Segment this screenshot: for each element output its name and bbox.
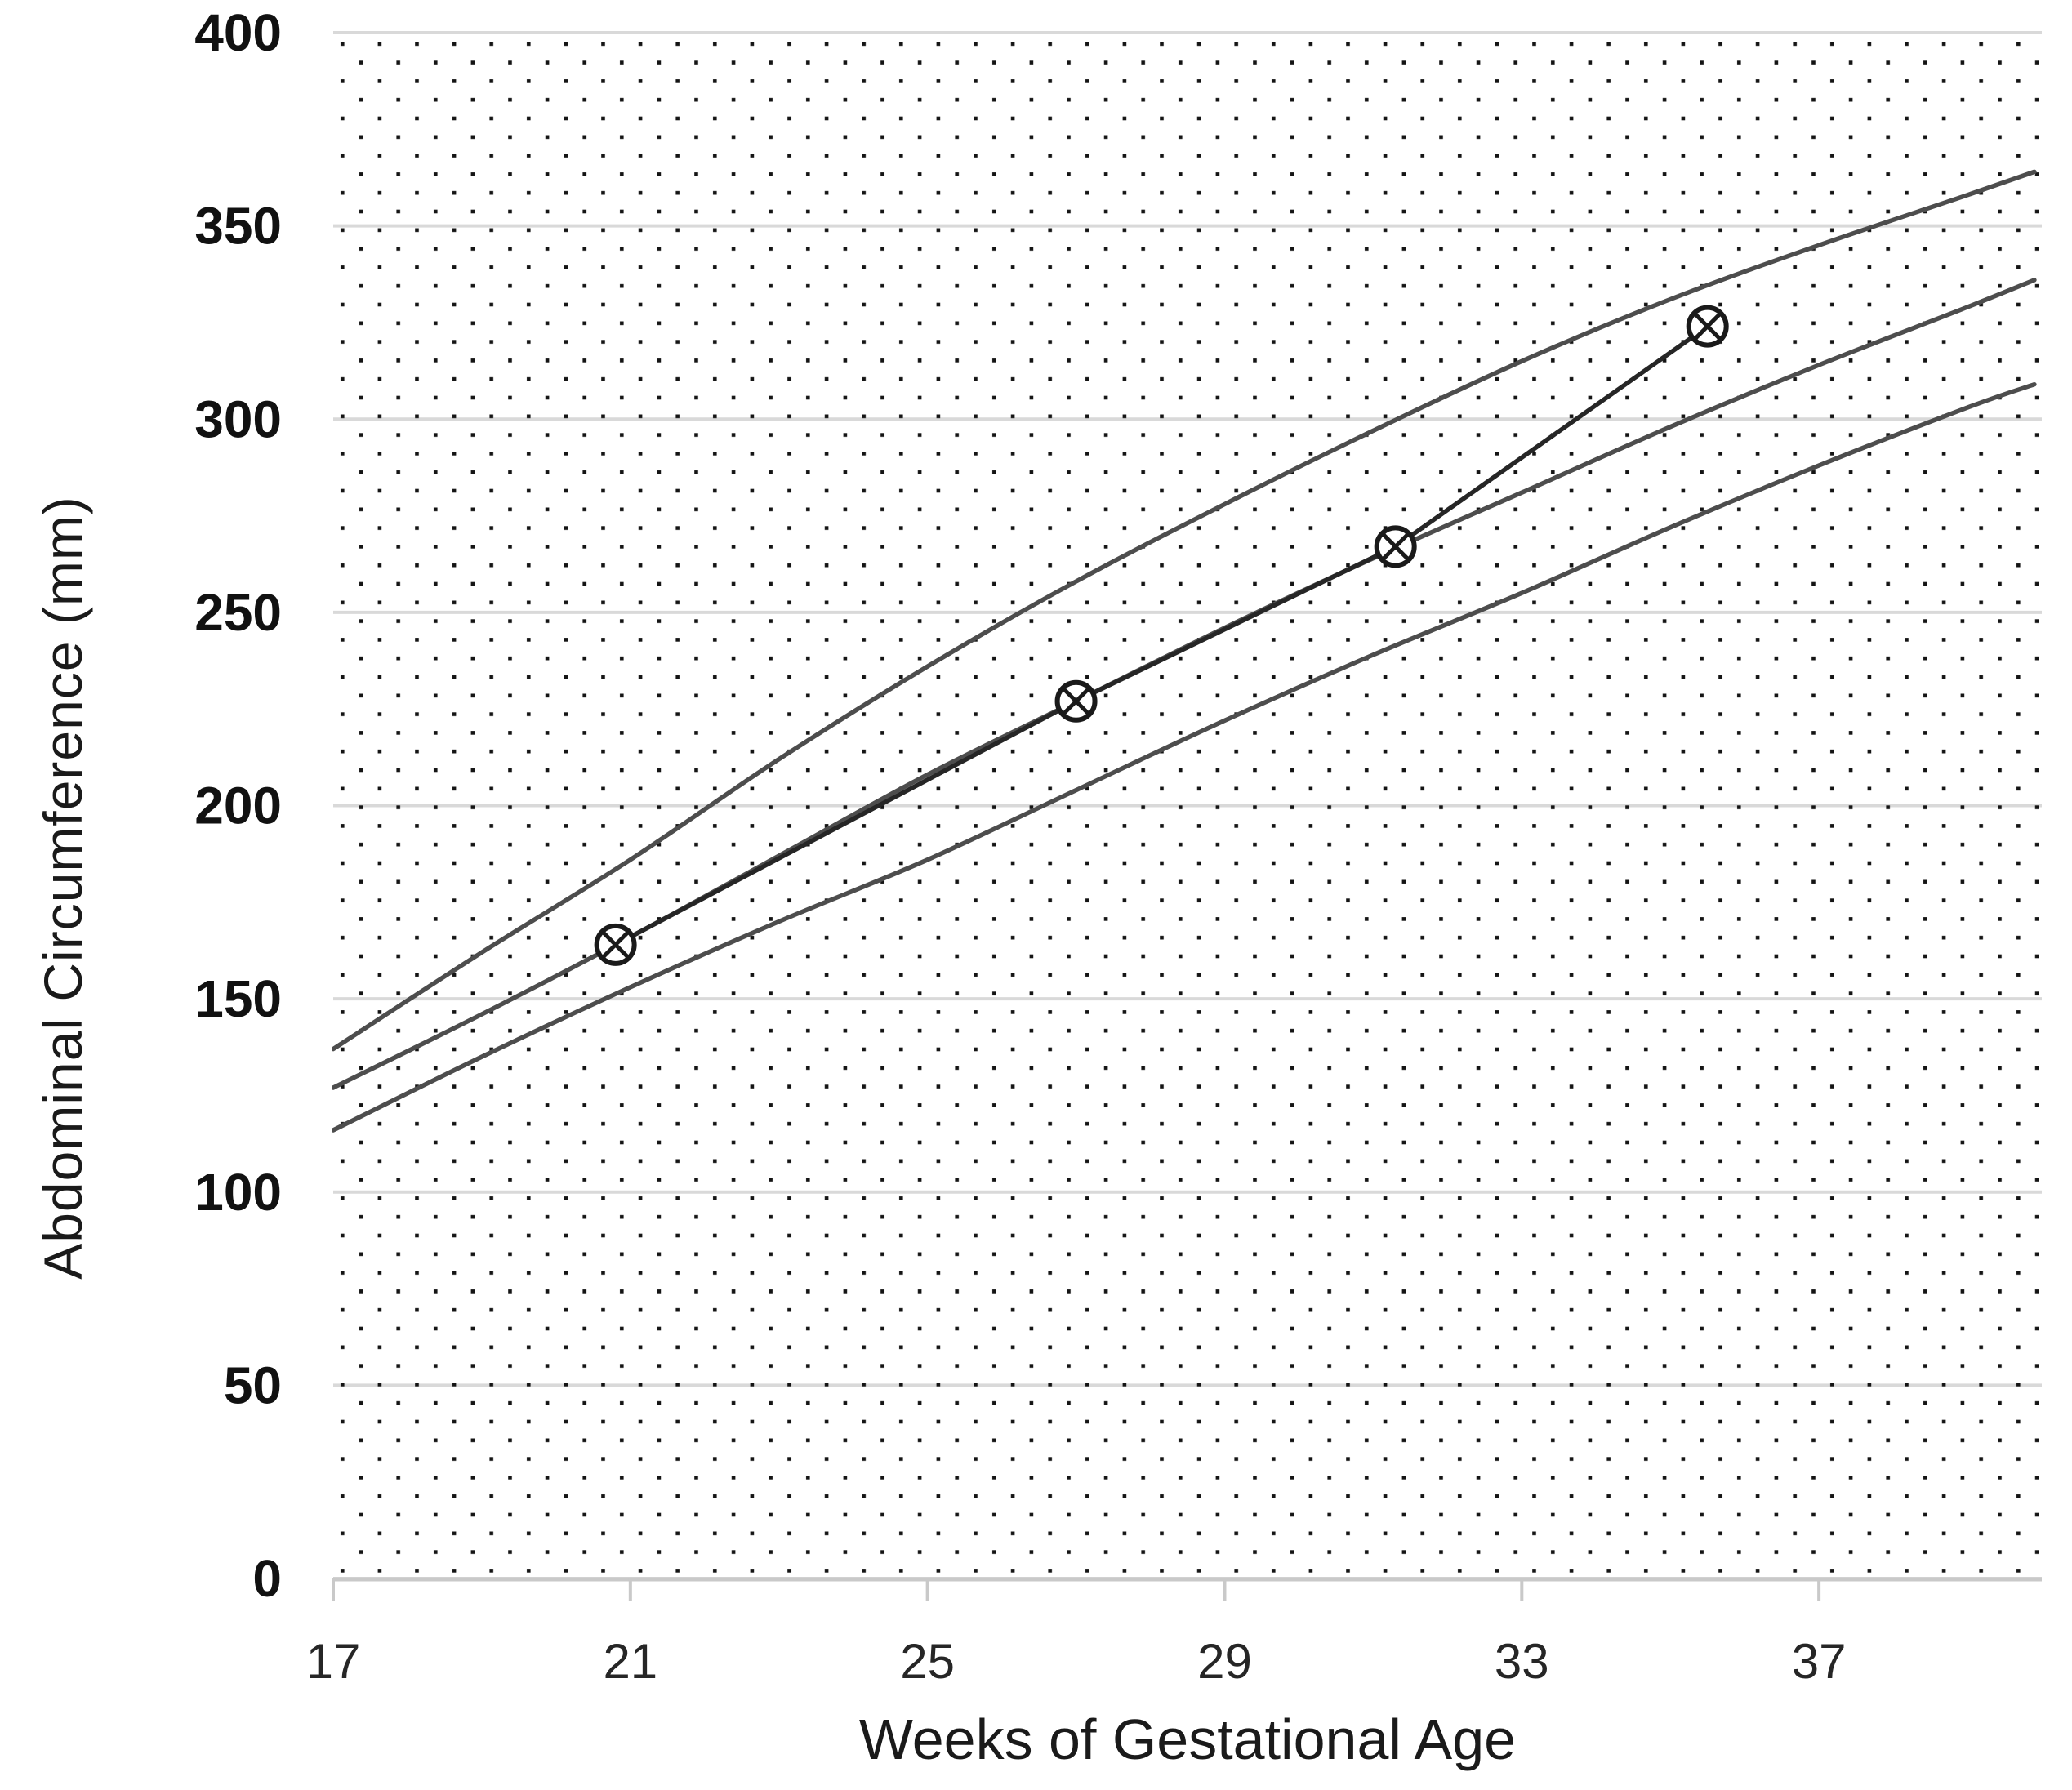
x-tick-label-33: 33: [1495, 1634, 1549, 1689]
x-tick-label-25: 25: [900, 1634, 955, 1689]
y-axis-title: Abdominal Circumference (mm): [33, 496, 93, 1280]
lower-reference-curve: [332, 381, 2037, 1133]
y-tick-label-400: 400: [194, 3, 282, 62]
y-tick-label-100: 100: [194, 1163, 282, 1222]
circled-x-marker-2: [1054, 679, 1098, 723]
y-tick-label-300: 300: [194, 390, 282, 448]
x-tick-label-21: 21: [603, 1634, 657, 1689]
marker-x-stroke: [1380, 532, 1410, 562]
x-tick-label-17: 17: [306, 1634, 361, 1689]
patient-series: [594, 305, 1729, 966]
upper-reference-curve: [332, 169, 2037, 1052]
dotted-background: [333, 33, 2042, 1578]
y-tick-label-250: 250: [194, 583, 282, 642]
y-tick-label-350: 350: [194, 197, 282, 256]
y-axis-tick-labels: 0 50 100 150 200 250 300 350 400: [194, 3, 282, 1608]
y-tick-label-50: 50: [224, 1356, 282, 1414]
circled-x-marker-4: [1686, 305, 1729, 348]
y-tick-label-0: 0: [252, 1549, 282, 1608]
y-tick-label-150: 150: [194, 969, 282, 1028]
x-axis-tick-labels: 17 21 25 29 33 37: [306, 1634, 1847, 1689]
marker-x-stroke: [1692, 311, 1722, 341]
marker-x-stroke: [1061, 686, 1091, 716]
x-axis-line: [332, 1577, 2042, 1601]
y-tick-label-200: 200: [194, 777, 282, 835]
x-tick-label-37: 37: [1792, 1634, 1847, 1689]
x-axis-title: Weeks of Gestational Age: [858, 1708, 1517, 1771]
x-tick-label-29: 29: [1197, 1634, 1252, 1689]
circled-x-marker-1: [594, 923, 637, 966]
marker-x-stroke: [600, 929, 631, 960]
circled-x-marker-3: [1374, 525, 1417, 568]
plotted-measurements-line: [614, 324, 1709, 947]
